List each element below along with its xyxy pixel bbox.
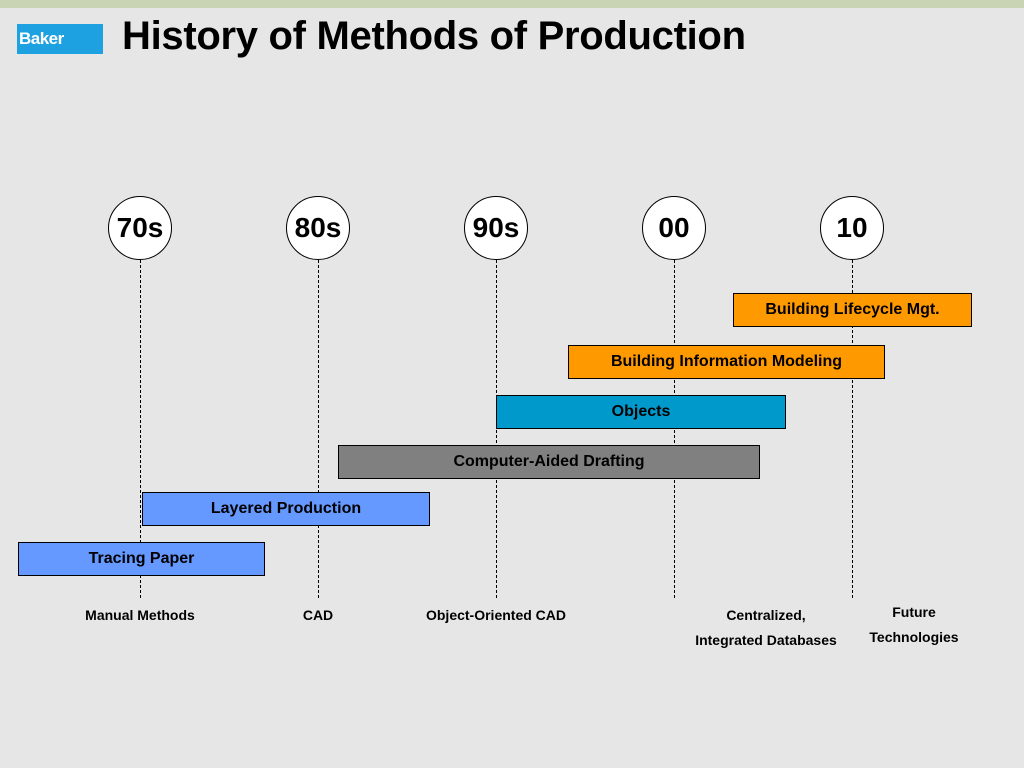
bar-building-information-modeling: Building Information Modeling bbox=[568, 345, 885, 379]
guide-line-90s bbox=[496, 260, 497, 598]
era-label-centralized-databases: Centralized, Integrated Databases bbox=[676, 603, 856, 653]
era-label-line: Centralized, bbox=[726, 607, 806, 623]
guide-line-80s bbox=[318, 260, 319, 598]
era-label-line: Technologies bbox=[869, 629, 959, 645]
bar-building-lifecycle-mgt: Building Lifecycle Mgt. bbox=[733, 293, 972, 327]
decade-80s: 80s bbox=[286, 196, 350, 260]
era-label-future-technologies: Future Technologies bbox=[854, 600, 974, 650]
era-label-line: CAD bbox=[302, 607, 334, 623]
era-label-object-oriented-cad: Object-Oriented CAD bbox=[406, 603, 586, 628]
guide-line-70s bbox=[140, 260, 141, 598]
decade-70s: 70s bbox=[108, 196, 172, 260]
era-label-line: Object-Oriented CAD bbox=[425, 607, 566, 623]
era-label-line: Future bbox=[892, 604, 936, 620]
bar-objects: Objects bbox=[496, 395, 786, 429]
page-title: History of Methods of Production bbox=[122, 14, 746, 58]
baker-logo: Baker bbox=[17, 24, 103, 54]
bar-tracing-paper: Tracing Paper bbox=[18, 542, 265, 576]
guide-line-10 bbox=[852, 260, 853, 598]
top-stripe bbox=[0, 0, 1024, 8]
decade-00: 00 bbox=[642, 196, 706, 260]
era-label-cad: CAD bbox=[268, 603, 368, 628]
guide-line-00 bbox=[674, 260, 675, 598]
bar-layered-production: Layered Production bbox=[142, 492, 430, 526]
decade-90s: 90s bbox=[464, 196, 528, 260]
era-label-manual-methods: Manual Methods bbox=[40, 603, 240, 628]
era-label-line: Integrated Databases bbox=[695, 632, 837, 648]
era-label-line: Manual Methods bbox=[85, 607, 195, 623]
bar-computer-aided-drafting: Computer-Aided Drafting bbox=[338, 445, 760, 479]
decade-10: 10 bbox=[820, 196, 884, 260]
